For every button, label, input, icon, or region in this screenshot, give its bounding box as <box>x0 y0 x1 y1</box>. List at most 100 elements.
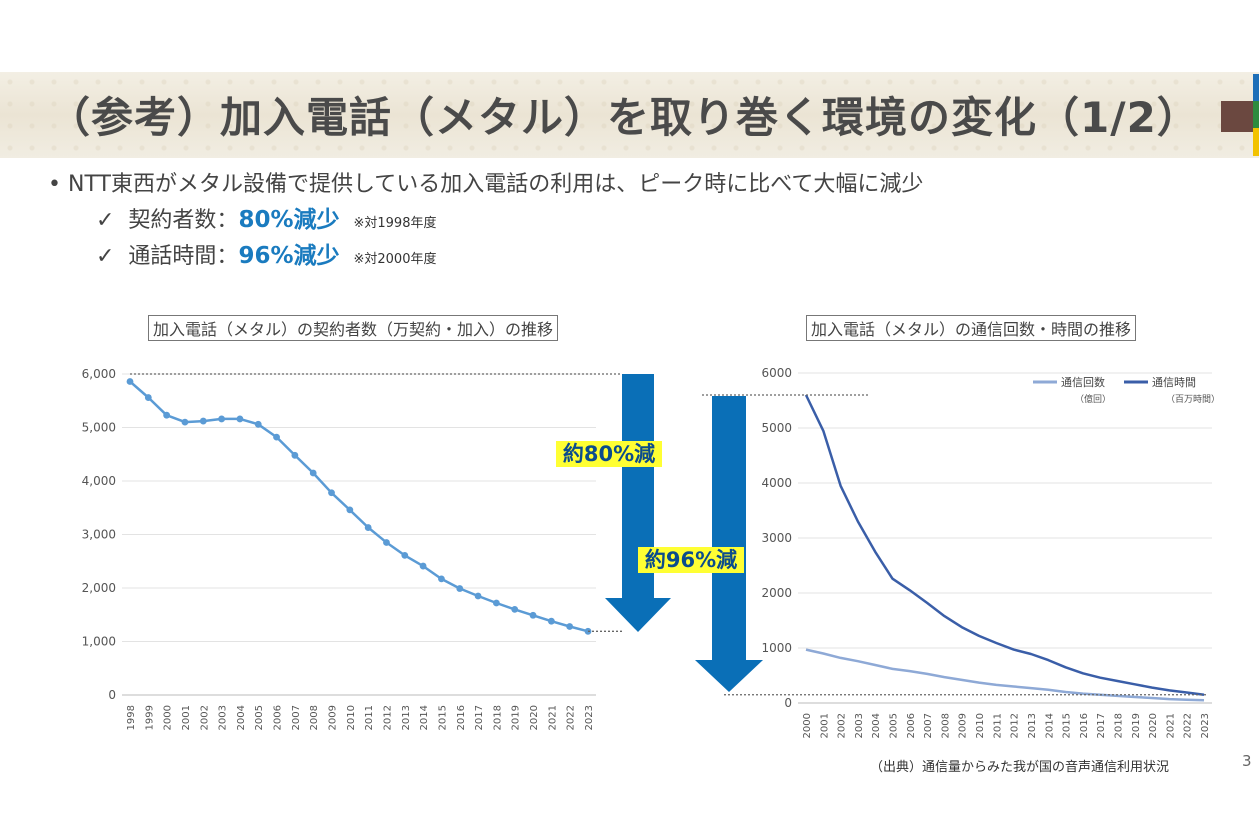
x-tick-label: 2010 <box>975 713 986 738</box>
y-tick-label: 5000 <box>761 421 792 435</box>
data-point <box>474 592 482 600</box>
x-tick-label: 2006 <box>273 705 284 730</box>
data-point <box>218 415 226 423</box>
x-tick-label: 2002 <box>837 713 848 738</box>
x-tick-label: 2022 <box>1183 713 1194 738</box>
y-tick-label: 4000 <box>761 476 792 490</box>
legend-label: 通信回数 <box>1061 376 1105 389</box>
x-tick-label: 2023 <box>1200 713 1211 738</box>
legend-unit: （百万時間） <box>1166 394 1220 405</box>
data-point <box>144 394 152 401</box>
data-point <box>529 611 537 619</box>
x-tick-label: 2007 <box>291 705 302 730</box>
check-label: 契約者数： <box>128 208 239 233</box>
data-point <box>419 562 427 570</box>
x-tick-label: 2019 <box>511 705 522 730</box>
data-point <box>163 411 171 419</box>
check-contracts: ✓ 契約者数：80%減少 ※対1998年度 <box>96 200 436 234</box>
x-tick-label: 2020 <box>529 705 540 730</box>
summary-bullet-text: NTT東西がメタル設備で提供している加入電話の利用は、ピーク時に比べて大幅に減少 <box>68 172 924 197</box>
check-note: ※対2000年度 <box>353 252 437 267</box>
check-note: ※対1998年度 <box>353 216 437 231</box>
data-point <box>236 415 244 423</box>
x-tick-label: 2018 <box>492 705 503 730</box>
x-tick-label: 2006 <box>906 713 917 738</box>
data-point <box>438 575 445 583</box>
brand-bar-blue <box>1253 74 1259 101</box>
y-tick-label: 5,000 <box>82 421 116 435</box>
left-chart-title: 加入電話（メタル）の契約者数（万契約・加入）の推移 <box>148 315 559 341</box>
data-point <box>383 539 390 546</box>
x-tick-label: 2017 <box>474 705 485 730</box>
data-point <box>584 627 592 635</box>
data-point <box>328 489 335 497</box>
x-tick-label: 2004 <box>236 705 247 730</box>
x-tick-label: 2016 <box>1079 713 1090 738</box>
title-banner <box>0 72 1259 158</box>
check-highlight: 96%減少 <box>238 243 340 269</box>
left-chart: 0 1,000 2,000 3,000 4,000 5,000 6,000 1998 1999 2… <box>82 367 624 730</box>
brand-bar-green <box>1253 101 1259 128</box>
y-tick-label: 3000 <box>761 531 792 545</box>
x-tick-label: 2018 <box>1113 713 1124 738</box>
legend-unit: （億回） <box>1075 393 1111 405</box>
banner-pattern <box>0 72 1259 158</box>
x-tick-label: 2019 <box>1131 713 1142 738</box>
y-tick-label: 2,000 <box>82 581 116 595</box>
brand-bar-yellow <box>1253 128 1259 156</box>
x-tick-label: 2021 <box>1165 713 1176 738</box>
data-point <box>273 433 280 441</box>
x-tick-label: 2000 <box>802 713 813 738</box>
y-tick-label: 0 <box>784 696 792 710</box>
reduction-arrow-contracts <box>605 374 671 632</box>
right-chart-title: 加入電話（メタル）の通信回数・時間の推移 <box>806 315 1137 341</box>
x-tick-label: 2003 <box>218 705 229 730</box>
y-tick-label: 1000 <box>761 641 792 655</box>
y-tick-label: 1,000 <box>82 635 116 649</box>
x-tick-label: 2009 <box>958 713 969 738</box>
data-point <box>126 378 134 385</box>
series-line-1 <box>129 380 589 633</box>
data-point <box>401 551 409 559</box>
series-line-2 <box>804 394 1205 697</box>
x-tick-label: 2020 <box>1148 713 1159 738</box>
source-note: （出典）通信量からみた我が国の音声通信利用状況 <box>870 760 1170 775</box>
x-tick-label: 2023 <box>584 705 595 730</box>
page-number: 3 <box>1242 752 1252 770</box>
data-point <box>364 524 372 531</box>
x-tick-label: 1998 <box>126 705 137 730</box>
x-tick-label: 2012 <box>1010 713 1021 738</box>
y-tick-label: 6,000 <box>82 367 116 381</box>
x-tick-label: 2016 <box>456 705 467 730</box>
y-tick-label: 6000 <box>761 366 792 380</box>
x-tick-label: 2008 <box>309 705 320 730</box>
right-chart: 0 1000 2000 3000 4000 5000 6000 2000 2001 2002 200… <box>702 366 1220 738</box>
y-tick-label: 3,000 <box>82 528 116 542</box>
reduction-arrow-call-time <box>695 396 763 692</box>
data-point <box>309 469 317 477</box>
data-point <box>254 420 262 428</box>
data-point <box>346 506 354 514</box>
x-tick-label: 2011 <box>364 705 375 730</box>
x-tick-label: 2017 <box>1096 713 1107 738</box>
data-point <box>291 451 299 459</box>
data-point <box>181 418 189 426</box>
x-tick-label: 2013 <box>401 705 412 730</box>
check-icon: ✓ <box>96 208 129 233</box>
y-tick-label: 4,000 <box>82 474 116 488</box>
x-tick-label: 2014 <box>419 705 430 730</box>
x-tick-label: 2015 <box>437 705 448 730</box>
x-tick-label: 2004 <box>871 713 882 738</box>
bullet-dot-icon: • <box>48 172 61 197</box>
x-tick-label: 2021 <box>547 705 558 730</box>
x-tick-label: 2012 <box>382 705 393 730</box>
data-point <box>456 585 464 592</box>
legend-label: 通信時間 <box>1152 376 1196 389</box>
x-tick-label: 2011 <box>992 713 1003 738</box>
x-tick-label: 2001 <box>181 705 192 730</box>
x-tick-label: 2013 <box>1027 713 1038 738</box>
summary-bullet: • NTT東西がメタル設備で提供している加入電話の利用は、ピーク時に比べて大幅に減… <box>48 166 923 198</box>
x-tick-label: 2002 <box>199 705 210 730</box>
x-tick-label: 2007 <box>923 713 934 738</box>
x-tick-label: 2015 <box>1062 713 1073 738</box>
